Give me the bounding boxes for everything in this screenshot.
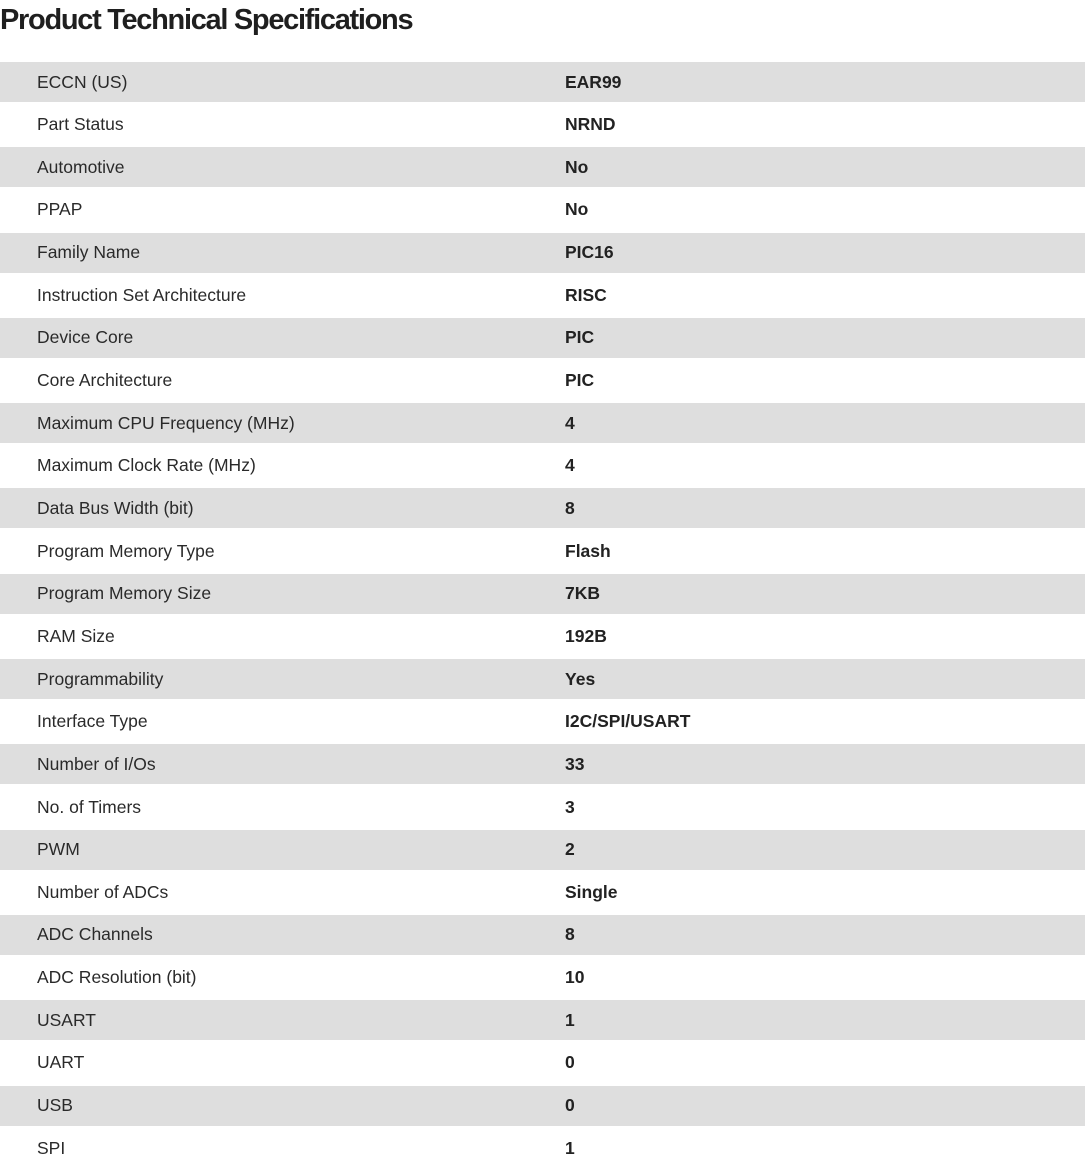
spec-value: 0 bbox=[565, 1095, 575, 1116]
spec-value: NRND bbox=[565, 114, 616, 135]
spec-row: Maximum Clock Rate (MHz) 4 bbox=[0, 443, 1085, 489]
spec-label: ADC Resolution (bit) bbox=[37, 967, 197, 988]
spec-value: 4 bbox=[565, 455, 575, 476]
spec-value: No bbox=[565, 156, 589, 177]
spec-label: Program Memory Size bbox=[37, 583, 212, 604]
spec-row: PPAP No bbox=[0, 187, 1085, 233]
spec-row: UART 0 bbox=[0, 1040, 1085, 1086]
spec-label: PPAP bbox=[37, 199, 83, 220]
spec-label: Maximum CPU Frequency (MHz) bbox=[37, 412, 295, 433]
spec-value: 10 bbox=[565, 967, 585, 988]
spec-value: PIC bbox=[565, 327, 595, 348]
spec-row: Interface Type I2C/SPI/USART bbox=[0, 699, 1085, 745]
spec-row: PWM 2 bbox=[0, 829, 1085, 870]
spec-row: ADC Channels 8 bbox=[0, 914, 1085, 955]
spec-label: Data Bus Width (bit) bbox=[37, 497, 194, 518]
spec-value: 1 bbox=[565, 1009, 575, 1030]
spec-row: Part Status NRND bbox=[0, 102, 1085, 148]
spec-label: Instruction Set Architecture bbox=[37, 284, 247, 305]
spec-label: Maximum Clock Rate (MHz) bbox=[37, 455, 256, 476]
spec-label: USART bbox=[37, 1009, 96, 1030]
spec-label: Programmability bbox=[37, 668, 164, 689]
spec-row: Maximum CPU Frequency (MHz) 4 bbox=[0, 403, 1085, 444]
spec-value: 8 bbox=[565, 924, 575, 945]
spec-row: Automotive No bbox=[0, 147, 1085, 188]
spec-row: Core Architecture PIC bbox=[0, 357, 1085, 404]
spec-row: Family Name PIC16 bbox=[0, 232, 1085, 273]
spec-label: SPI bbox=[37, 1137, 66, 1158]
spec-label: ADC Channels bbox=[37, 924, 153, 945]
spec-row: Number of I/Os 33 bbox=[0, 744, 1085, 785]
spec-value: 33 bbox=[565, 753, 585, 774]
spec-label: Automotive bbox=[37, 156, 125, 177]
spec-row: Programmability Yes bbox=[0, 659, 1085, 700]
spec-row: SPI 1 bbox=[0, 1125, 1085, 1171]
spec-label: Core Architecture bbox=[37, 370, 173, 391]
spec-value: I2C/SPI/USART bbox=[565, 711, 691, 732]
spec-row: Program Memory Size 7KB bbox=[0, 573, 1085, 614]
spec-row: Number of ADCs Single bbox=[0, 869, 1085, 915]
spec-value: 1 bbox=[565, 1137, 575, 1158]
spec-value: EAR99 bbox=[565, 71, 622, 92]
spec-label: Number of I/Os bbox=[37, 753, 156, 774]
spec-value: 4 bbox=[565, 412, 575, 433]
spec-row: ECCN (US) EAR99 bbox=[0, 62, 1085, 102]
spec-value: Flash bbox=[565, 540, 611, 561]
spec-label: USB bbox=[37, 1095, 73, 1116]
specs-table: ECCN (US) EAR99 Part Status NRND Automotive N… bbox=[0, 62, 1085, 1171]
spec-value: 8 bbox=[565, 497, 575, 518]
spec-label: PWM bbox=[37, 839, 80, 860]
spec-value: PIC bbox=[565, 370, 595, 391]
spec-label: Device Core bbox=[37, 327, 134, 348]
spec-label: Part Status bbox=[37, 114, 124, 135]
spec-row: ADC Resolution (bit) 10 bbox=[0, 954, 1085, 1001]
spec-label: ECCN (US) bbox=[37, 71, 128, 92]
spec-value: RISC bbox=[565, 284, 607, 305]
spec-value: 3 bbox=[565, 796, 575, 817]
spec-row: Device Core PIC bbox=[0, 317, 1085, 358]
spec-label: Program Memory Type bbox=[37, 540, 215, 561]
spec-value: 2 bbox=[565, 839, 575, 860]
spec-label: Family Name bbox=[37, 242, 141, 263]
spec-value: 0 bbox=[565, 1052, 575, 1073]
spec-value: 7KB bbox=[565, 583, 601, 604]
spec-row: No. of Timers 3 bbox=[0, 784, 1085, 830]
spec-row: RAM Size 192B bbox=[0, 613, 1085, 660]
spec-label: No. of Timers bbox=[37, 796, 142, 817]
spec-value: Yes bbox=[565, 668, 596, 689]
spec-row: USB 0 bbox=[0, 1085, 1085, 1126]
spec-row: Instruction Set Architecture RISC bbox=[0, 272, 1085, 318]
page-title: Product Technical Specifications bbox=[0, 4, 414, 36]
spec-row: Program Memory Type Flash bbox=[0, 528, 1085, 574]
spec-value: 192B bbox=[565, 625, 607, 646]
spec-label: Interface Type bbox=[37, 711, 148, 732]
spec-label: RAM Size bbox=[37, 625, 115, 646]
spec-row: USART 1 bbox=[0, 1000, 1085, 1041]
spec-value: PIC16 bbox=[565, 242, 614, 263]
spec-label: UART bbox=[37, 1052, 85, 1073]
spec-label: Number of ADCs bbox=[37, 881, 169, 902]
spec-value: Single bbox=[565, 881, 618, 902]
spec-row: Data Bus Width (bit) 8 bbox=[0, 488, 1085, 529]
spec-value: No bbox=[565, 199, 589, 220]
